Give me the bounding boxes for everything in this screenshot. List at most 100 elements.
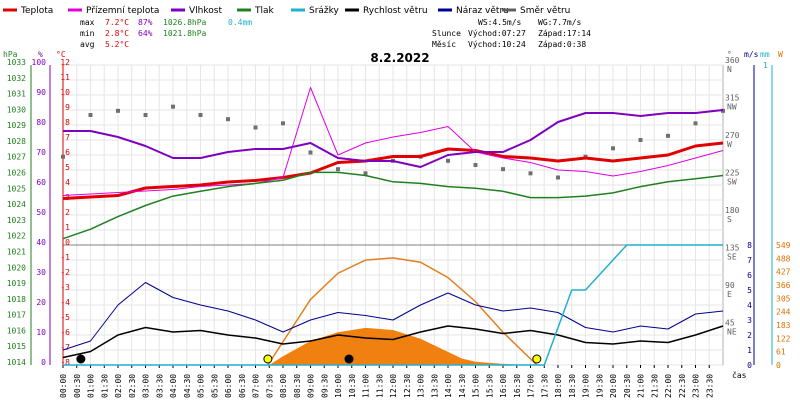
radiation-layer <box>267 257 538 366</box>
x-tick-label: 18:00 <box>554 374 563 398</box>
hpa-tick: 1027 <box>7 153 26 162</box>
x-tick-label: 20:00 <box>609 374 618 398</box>
series-line-n-raz-v-tru <box>62 282 724 351</box>
dir-name-tick: SW <box>727 178 737 187</box>
stats-min-temp: 2.8°C <box>105 29 129 38</box>
x-tick-label: 19:30 <box>595 374 604 398</box>
legend-label: Tlak <box>254 6 275 16</box>
wind-direction-point <box>446 158 450 163</box>
temp-tick: -3 <box>60 283 70 292</box>
hpa-tick: 1019 <box>7 279 26 288</box>
series-line-vlhkost <box>63 109 724 168</box>
chart-legend: Teplota Přízemní teplota Vlhkost Tlak Srážky… <box>3 6 570 16</box>
hpa-tick: 1018 <box>7 295 26 304</box>
pct-axis-label: % <box>38 50 43 59</box>
dir-deg-tick: 90 <box>725 281 735 290</box>
wind-direction-point <box>116 108 120 113</box>
mm-tick: 1 <box>763 61 768 70</box>
stats-moon-label: Měsíc <box>432 40 456 49</box>
x-tick-label: 18:30 <box>568 374 577 398</box>
series-line-tlak <box>62 171 724 240</box>
wind-direction-point <box>171 104 175 109</box>
temp-tick: 7 <box>65 133 70 142</box>
x-tick-label: 08:30 <box>293 374 302 398</box>
dir-deg-tick: 315 <box>725 94 740 103</box>
stats-ws: WS:4.5m/s <box>478 18 522 27</box>
x-tick-label: 14:00 <box>444 374 453 398</box>
pct-tick: 20 <box>36 298 46 307</box>
x-tick-label: 15:30 <box>485 374 494 398</box>
x-tick-label: 09:30 <box>320 374 329 398</box>
stats-min-press: 1021.8hPa <box>163 29 207 38</box>
stats-sun-label: Slunce <box>432 29 461 38</box>
temp-tick: -2 <box>60 268 70 277</box>
legend-label: Vlhkost <box>189 6 222 16</box>
hpa-tick: 1014 <box>7 358 26 367</box>
wm2-tick: 122 <box>776 334 791 343</box>
hpa-axis-label: hPa <box>3 50 18 59</box>
sunrise-marker <box>263 354 273 364</box>
hpa-tick: 1021 <box>7 247 26 256</box>
ms-tick: 4 <box>747 301 752 310</box>
x-tick-label: 07:30 <box>265 374 274 398</box>
sun-moon-markers <box>76 354 542 364</box>
dir-deg-tick: 270 <box>725 131 740 140</box>
pct-tick: 30 <box>36 268 46 277</box>
wind-direction-point <box>501 167 505 172</box>
stats-max-temp: 7.2°C <box>105 18 129 27</box>
temp-tick: 10 <box>60 88 70 97</box>
moon-rise-marker <box>344 354 354 364</box>
wind-direction-point <box>336 167 340 172</box>
wm2-axis-label: W <box>778 50 783 59</box>
x-tick-label: 21:00 <box>637 374 646 398</box>
dir-deg-tick: 135 <box>725 244 740 253</box>
temp-tick: 2 <box>65 208 70 217</box>
x-tick-label: 09:00 <box>307 374 316 398</box>
x-tick-label: 23:00 <box>692 374 701 398</box>
wm2-tick: 0 <box>776 361 781 370</box>
temp-tick: -4 <box>60 298 70 307</box>
x-tick-label: 05:30 <box>210 374 219 398</box>
pct-tick: 0 <box>41 358 46 367</box>
x-tick-label: 17:30 <box>540 374 549 398</box>
pct-tick: 70 <box>36 148 46 157</box>
x-tick-label: 02:30 <box>128 374 137 398</box>
hpa-tick: 1024 <box>7 200 26 209</box>
x-tick-label: 08:00 <box>279 374 288 398</box>
ms-axis-label: m/s <box>744 50 759 59</box>
stats-min-label: min <box>80 29 95 38</box>
stats-avg-label: avg <box>80 40 95 49</box>
x-tick-label: 14:30 <box>458 374 467 398</box>
dir-name-tick: E <box>727 290 732 299</box>
hpa-tick: 1029 <box>7 121 26 130</box>
stats-avg-temp: 5.2°C <box>105 40 129 49</box>
temp-tick: 11 <box>60 73 70 82</box>
stats-wg: WG:7.7m/s <box>538 18 582 27</box>
ms-tick: 1 <box>747 346 752 355</box>
x-tick-label: 04:00 <box>169 374 178 398</box>
pct-tick: 90 <box>36 88 46 97</box>
chart-title: 8.2.2022 <box>370 51 429 65</box>
hpa-tick: 1017 <box>7 311 26 320</box>
hpa-tick: 1016 <box>7 326 26 335</box>
ms-tick: 8 <box>747 241 752 250</box>
wind-direction-point <box>281 121 285 126</box>
series-line-p-zemn-teplota <box>62 87 724 196</box>
wind-direction-point <box>556 175 560 180</box>
x-tick-label: 07:00 <box>252 374 261 398</box>
stats-sun-set: Západ:17:14 <box>538 29 591 38</box>
hpa-tick: 1031 <box>7 90 26 99</box>
hpa-tick: 1022 <box>7 232 26 241</box>
dir-name-tick: N <box>727 65 732 74</box>
x-tick-label: 00:30 <box>73 374 82 398</box>
x-tick-label: 13:00 <box>417 374 426 398</box>
wind-direction-point <box>143 113 148 117</box>
x-axis-label: čas <box>732 370 747 380</box>
ms-tick: 0 <box>747 361 752 370</box>
x-tick-label: 00:00 <box>59 374 68 398</box>
x-tick-label: 05:00 <box>197 374 206 398</box>
dir-name-tick: S <box>727 215 732 224</box>
pct-tick: 40 <box>36 238 46 247</box>
hpa-tick: 1020 <box>7 263 26 272</box>
